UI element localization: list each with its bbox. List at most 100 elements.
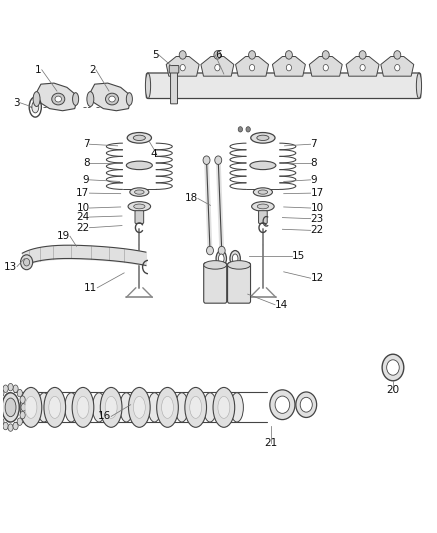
Text: 22: 22 (311, 225, 324, 236)
Text: 8: 8 (311, 158, 317, 168)
Circle shape (395, 64, 400, 71)
Ellipse shape (130, 188, 149, 196)
Ellipse shape (218, 397, 230, 418)
Text: 15: 15 (291, 251, 305, 261)
Ellipse shape (185, 387, 207, 427)
Ellipse shape (175, 393, 188, 422)
Ellipse shape (120, 393, 133, 422)
Ellipse shape (13, 385, 18, 392)
Ellipse shape (65, 393, 78, 422)
Ellipse shape (0, 411, 1, 419)
Text: 9: 9 (83, 175, 90, 185)
Ellipse shape (5, 398, 16, 417)
Ellipse shape (275, 396, 290, 414)
Ellipse shape (213, 387, 235, 427)
Text: 18: 18 (184, 193, 198, 204)
FancyBboxPatch shape (170, 70, 177, 104)
Ellipse shape (230, 393, 243, 422)
Text: 8: 8 (83, 158, 90, 168)
Ellipse shape (0, 390, 4, 397)
Text: 5: 5 (152, 50, 159, 60)
Ellipse shape (72, 387, 94, 427)
Ellipse shape (135, 190, 144, 194)
Ellipse shape (21, 403, 26, 411)
Ellipse shape (216, 251, 226, 266)
FancyBboxPatch shape (204, 263, 227, 303)
Text: 17: 17 (311, 188, 324, 198)
Text: 4: 4 (150, 149, 157, 159)
Ellipse shape (133, 135, 146, 141)
Circle shape (359, 51, 366, 59)
Ellipse shape (190, 397, 201, 418)
Ellipse shape (13, 422, 18, 430)
Ellipse shape (126, 93, 132, 106)
Ellipse shape (162, 397, 173, 418)
Circle shape (24, 259, 30, 266)
Ellipse shape (270, 390, 295, 419)
Circle shape (218, 246, 225, 255)
Ellipse shape (218, 254, 224, 263)
Ellipse shape (3, 422, 8, 430)
Ellipse shape (0, 418, 4, 425)
Ellipse shape (157, 387, 178, 427)
Circle shape (250, 64, 255, 71)
Ellipse shape (416, 73, 422, 99)
Circle shape (286, 64, 291, 71)
Ellipse shape (20, 387, 42, 427)
Ellipse shape (8, 383, 13, 391)
Ellipse shape (55, 96, 62, 102)
Ellipse shape (3, 385, 8, 392)
Text: 7: 7 (311, 139, 317, 149)
FancyBboxPatch shape (135, 211, 144, 223)
Ellipse shape (2, 393, 19, 422)
Ellipse shape (52, 93, 65, 105)
Ellipse shape (109, 96, 115, 102)
FancyBboxPatch shape (228, 263, 250, 303)
Ellipse shape (252, 201, 274, 211)
Ellipse shape (20, 411, 25, 419)
Text: 10: 10 (76, 203, 90, 213)
Ellipse shape (296, 392, 317, 417)
Ellipse shape (25, 397, 37, 418)
Circle shape (238, 127, 243, 132)
Ellipse shape (258, 190, 267, 194)
Circle shape (207, 246, 213, 255)
FancyBboxPatch shape (259, 211, 267, 223)
Ellipse shape (32, 101, 39, 113)
FancyBboxPatch shape (146, 73, 421, 99)
Ellipse shape (126, 161, 153, 169)
FancyBboxPatch shape (169, 66, 179, 73)
Circle shape (249, 51, 256, 59)
Ellipse shape (73, 93, 79, 106)
Text: 3: 3 (14, 98, 20, 108)
Polygon shape (88, 83, 132, 111)
Polygon shape (35, 83, 78, 111)
Circle shape (21, 255, 33, 270)
Ellipse shape (230, 251, 240, 266)
Ellipse shape (146, 73, 151, 99)
Text: 9: 9 (311, 175, 317, 185)
Text: 11: 11 (84, 283, 97, 293)
Circle shape (180, 64, 185, 71)
Text: 23: 23 (311, 214, 324, 224)
Circle shape (179, 51, 186, 59)
Circle shape (215, 156, 222, 165)
Ellipse shape (33, 92, 40, 107)
Text: 24: 24 (76, 212, 90, 222)
Ellipse shape (0, 396, 1, 403)
Text: 13: 13 (4, 262, 17, 271)
Ellipse shape (87, 92, 94, 107)
Text: 6: 6 (215, 50, 222, 60)
Circle shape (203, 156, 210, 165)
Ellipse shape (300, 397, 312, 412)
Circle shape (322, 51, 329, 59)
Circle shape (285, 51, 292, 59)
Circle shape (246, 127, 250, 132)
Ellipse shape (228, 261, 250, 269)
Text: 17: 17 (76, 188, 90, 198)
Ellipse shape (8, 424, 13, 431)
Ellipse shape (101, 387, 122, 427)
Ellipse shape (127, 133, 152, 143)
Ellipse shape (251, 133, 275, 143)
Polygon shape (309, 56, 342, 76)
